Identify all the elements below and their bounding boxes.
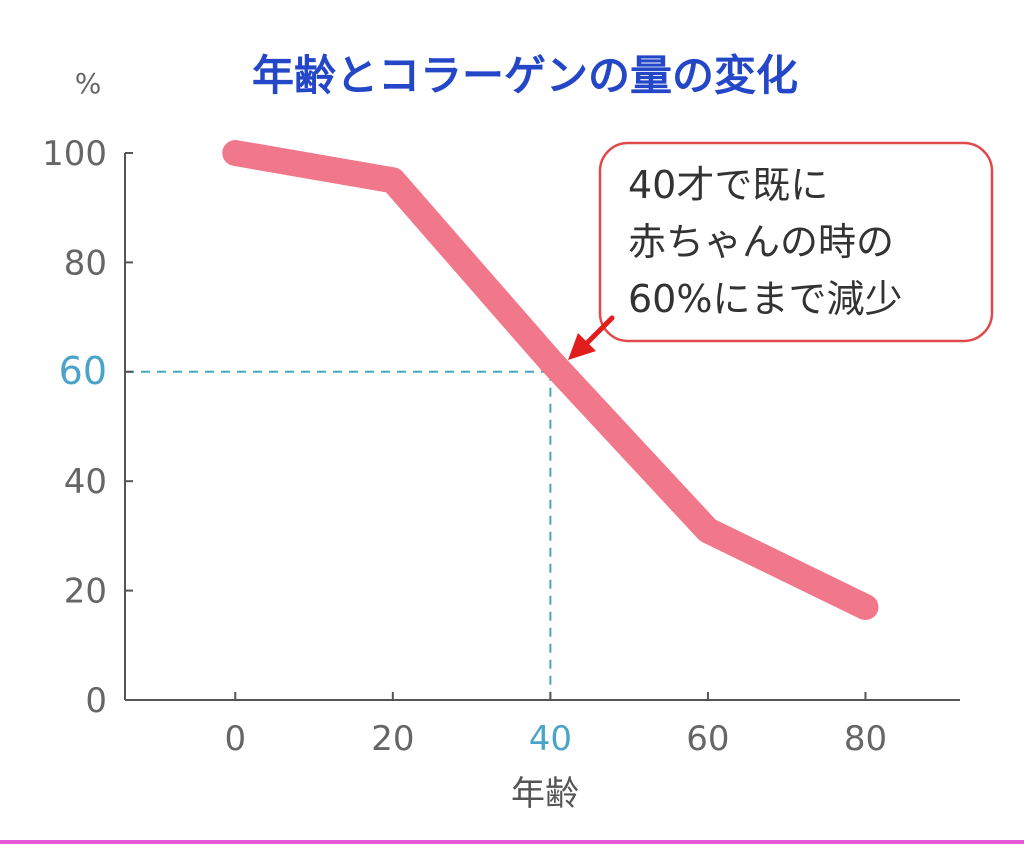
callout-line-1: 40才で既に: [628, 163, 828, 207]
data-point: [234, 152, 237, 154]
axes: [124, 153, 960, 701]
y-tick-label: 100: [42, 134, 107, 174]
highlight-guides: [125, 370, 552, 700]
data-point: [706, 529, 709, 532]
x-tick-label: 20: [371, 719, 414, 759]
callout-box: [598, 141, 994, 343]
callout: 40才で既に 赤ちゃんの時の 60%にまで減少: [568, 141, 994, 360]
x-tick-label: 0: [224, 719, 246, 759]
callout-arrow-head: [568, 333, 596, 360]
y-tick-label: 0: [85, 681, 107, 721]
y-tick-label: 40: [64, 462, 107, 502]
data-point: [549, 359, 552, 362]
data-point: [864, 606, 867, 609]
x-ticks: 0 20 40 60 80: [224, 692, 887, 759]
series-layer: [222, 140, 879, 621]
callout-line-3: 60%にまで減少: [628, 277, 902, 321]
x-tick-label: 80: [844, 719, 887, 759]
y-tick-label: 80: [64, 243, 107, 283]
y-ticks: 0 20 40 60 80 100: [42, 134, 133, 721]
callout-arrow-shaft: [582, 315, 615, 348]
x-axis-label: 年齢: [511, 774, 579, 814]
y-tick-label: 20: [64, 572, 107, 612]
y-axis-label: %: [75, 67, 102, 100]
x-tick-label: 40: [529, 719, 572, 759]
x-tick-label: 60: [686, 719, 729, 759]
data-point: [391, 179, 394, 182]
y-tick-label: 60: [59, 349, 107, 393]
callout-line-2: 赤ちゃんの時の: [628, 220, 894, 264]
bottom-rule: [0, 840, 1024, 844]
chart-title: 年齢とコラーゲンの量の変化: [252, 51, 798, 100]
